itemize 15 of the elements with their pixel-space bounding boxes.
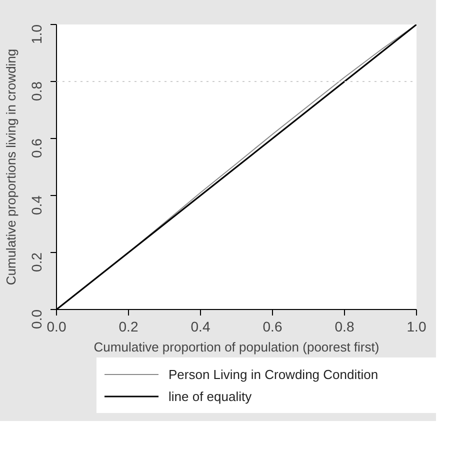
- x-tick-label: 0.6: [262, 318, 282, 334]
- y-axis-title: Cumulative proportions living in crowding: [4, 48, 18, 286]
- x-axis-title: Cumulative proportion of population (poorest first): [94, 340, 380, 354]
- x-tick-label: 0.2: [118, 318, 138, 334]
- x-tick-label: 0.8: [334, 318, 354, 334]
- y-tick-label: 0.2: [28, 252, 44, 272]
- y-tick-label: 0.8: [28, 81, 44, 101]
- legend-label: line of equality: [168, 389, 252, 404]
- x-tick-label: 0.4: [190, 318, 210, 334]
- y-tick-label: 0.4: [28, 195, 44, 215]
- x-tick-label: 1.0: [406, 318, 426, 334]
- y-tick-label: 1.0: [28, 24, 44, 44]
- y-tick-label: 0.6: [28, 138, 44, 158]
- legend-label: Person Living in Crowding Condition: [168, 367, 378, 382]
- x-tick-label: 0.0: [46, 318, 66, 334]
